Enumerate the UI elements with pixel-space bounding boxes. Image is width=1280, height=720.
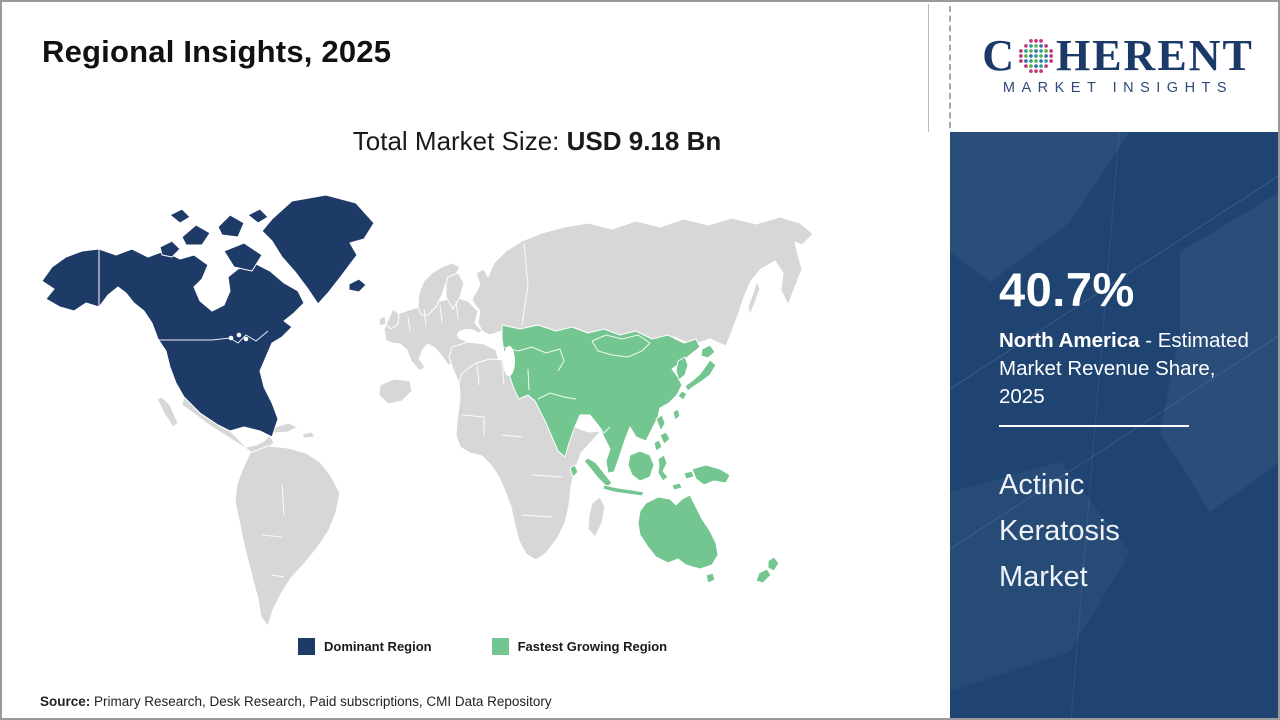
map-papua — [691, 464, 731, 486]
fastest-growing-region-swatch — [491, 638, 509, 655]
dominant-region-swatch — [298, 638, 315, 655]
map-madagascar — [587, 496, 606, 538]
map-sri-lanka — [569, 464, 579, 478]
map-russia — [471, 216, 814, 347]
logo-subtitle: MARKET INSIGHTS — [1002, 80, 1234, 96]
market-name: Actinic Keratosis Market — [999, 469, 1120, 593]
map-baffin-island — [223, 242, 263, 272]
source-label: Source: — [40, 694, 91, 709]
map-greenland — [261, 194, 375, 305]
legend-item-dominant: Dominant Region — [298, 638, 432, 655]
map-rest-of-world — [156, 216, 814, 627]
dashed-separator — [949, 6, 951, 128]
map-sulawesi — [657, 454, 669, 482]
map-ireland — [378, 315, 387, 327]
sidebar-divider — [999, 425, 1189, 427]
page-title: Regional Insights, 2025 — [42, 34, 392, 69]
map-caspian-sea — [503, 346, 515, 376]
content-edge-line — [928, 4, 929, 132]
map-black-sea — [457, 329, 479, 341]
total-market-size-value: USD 9.18 Bn — [566, 126, 722, 156]
map-hokkaido — [700, 344, 716, 359]
map-great-lake — [243, 336, 249, 342]
map-asia-pacific-fastest-growing — [501, 324, 780, 584]
total-market-size-label: Total Market Size: — [352, 126, 567, 156]
map-sakhalin — [747, 280, 761, 316]
map-country-borders — [132, 242, 651, 578]
map-arctic-island — [217, 214, 245, 238]
map-philippines — [655, 414, 666, 432]
right-sidebar: 40.7% North America - Estimated Market R… — [950, 132, 1278, 718]
source-line: Source: Primary Research, Desk Research,… — [40, 694, 552, 709]
map-philippines — [653, 439, 663, 452]
map-seas — [228, 329, 515, 376]
map-island — [671, 482, 683, 491]
market-share-description: North America - Estimated Market Revenue… — [999, 327, 1251, 411]
map-legend: Dominant Region Fastest Growing Region — [298, 638, 667, 655]
map-borneo — [627, 450, 655, 482]
logo-letter-c: C — [982, 31, 1016, 80]
map-arctic-island — [169, 208, 191, 224]
map-kyushu — [677, 390, 688, 401]
market-share-suffix: - Estimated Market Revenue Share, 2025 — [999, 329, 1249, 408]
market-share-region: North America — [999, 329, 1140, 352]
map-north-america-dominant — [41, 194, 375, 438]
map-honshu — [684, 359, 717, 392]
map-new-zealand-north — [767, 556, 780, 572]
logo-wordmark: C HERENT — [970, 31, 1266, 80]
map-new-zealand-south — [755, 568, 772, 584]
map-iberia — [378, 378, 413, 405]
map-arctic-island — [181, 224, 211, 246]
map-australia — [637, 494, 719, 570]
map-baja — [156, 396, 179, 428]
map-south-america — [234, 445, 341, 627]
map-hispaniola — [301, 431, 316, 439]
map-tasmania — [705, 572, 716, 584]
map-asia-mainland — [501, 324, 701, 474]
legend-item-fastest-growing: Fastest Growing Region — [491, 638, 668, 655]
logo-letters-herent: HERENT — [1055, 31, 1254, 80]
map-island — [683, 470, 695, 480]
map-great-lake — [236, 332, 242, 338]
coherent-logo-globe-icon — [1019, 39, 1053, 73]
total-market-size: Total Market Size: USD 9.18 Bn — [92, 126, 982, 157]
map-alaska — [41, 248, 100, 312]
map-iceland — [348, 278, 367, 293]
map-arctic-island — [159, 240, 181, 258]
world-map-svg — [41, 194, 814, 627]
map-taiwan — [672, 408, 681, 421]
source-text: Primary Research, Desk Research, Paid su… — [90, 694, 552, 709]
sidebar-map-texture — [950, 132, 1278, 718]
dominant-region-label: Dominant Region — [324, 639, 432, 654]
map-philippines — [659, 431, 671, 445]
map-korea — [675, 356, 689, 381]
map-canada-usa — [98, 248, 305, 438]
map-arctic-island — [247, 208, 269, 224]
map-java — [602, 484, 645, 497]
fastest-growing-region-label: Fastest Growing Region — [517, 639, 668, 654]
coherent-market-insights-logo: C HERENT MARKET INSIGHTS — [970, 31, 1266, 97]
market-share-value: 40.7% — [999, 263, 1135, 316]
world-map — [32, 185, 822, 627]
